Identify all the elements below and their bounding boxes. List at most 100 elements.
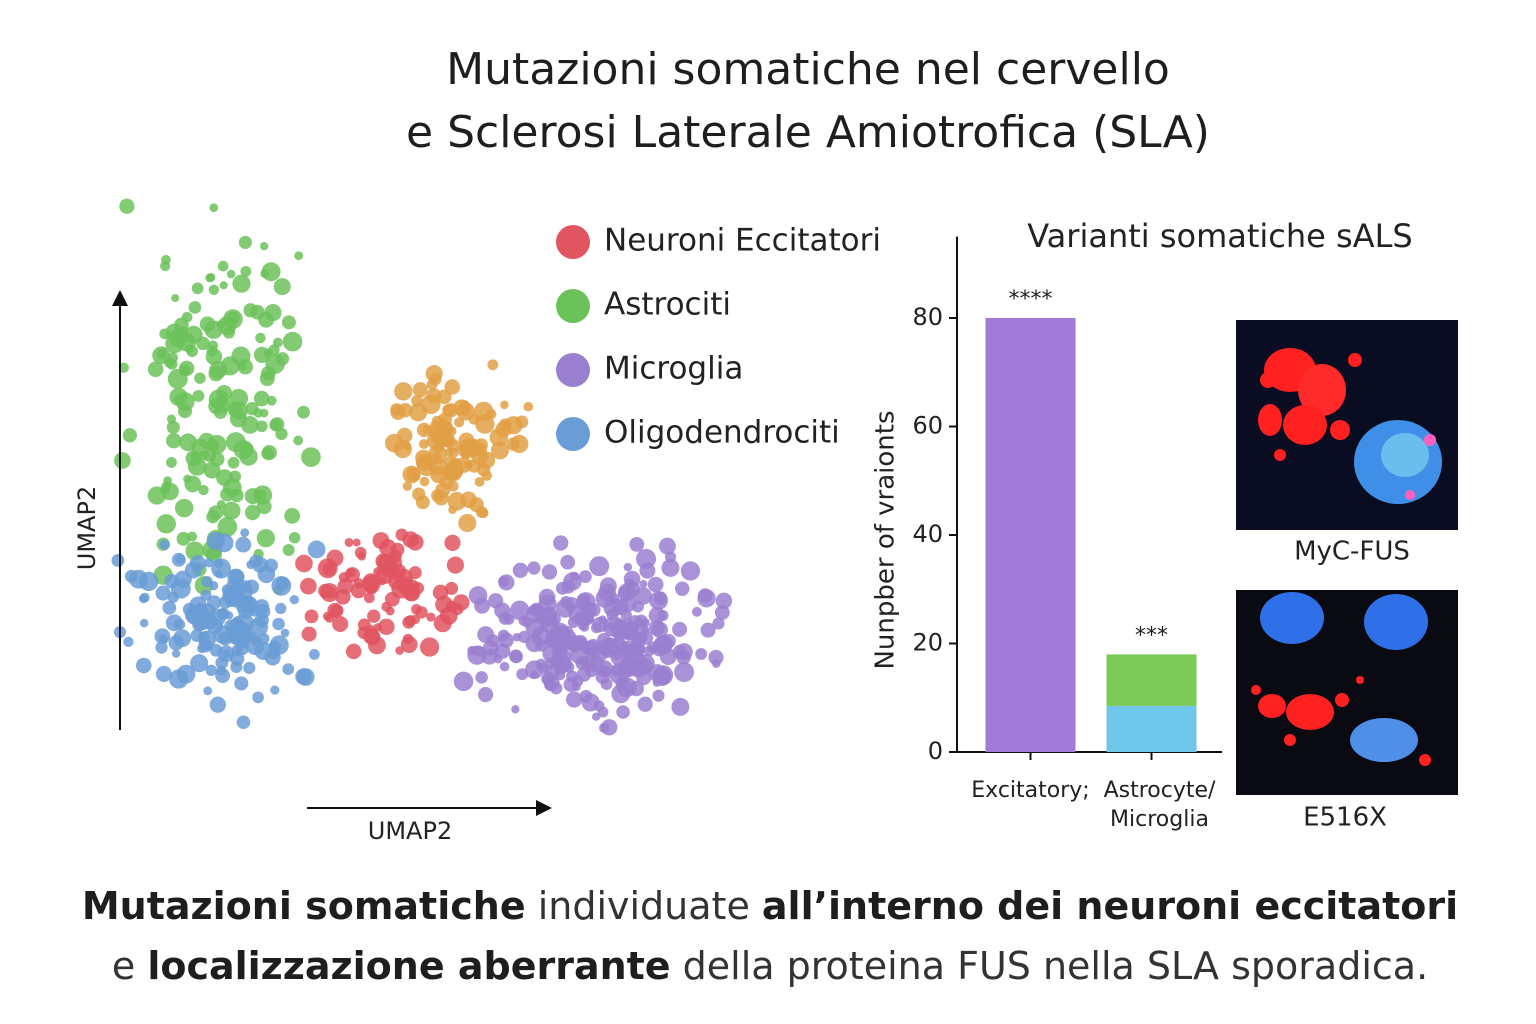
significance-label: ***	[1135, 623, 1168, 648]
umap-point	[276, 576, 290, 591]
y-tick-label: 20	[912, 629, 943, 657]
umap-point	[661, 633, 676, 649]
umap-point	[468, 586, 488, 605]
umap-point	[487, 359, 499, 371]
umap-point	[168, 635, 184, 651]
x-tick-label: Astrocyte/Microglia	[1104, 778, 1216, 832]
y-tick-label: 0	[928, 737, 943, 765]
umap-point	[184, 325, 203, 344]
umap-point	[700, 622, 716, 638]
umap-point	[672, 621, 688, 637]
caption-line: e localizzazione aberrante della protein…	[112, 944, 1428, 988]
bar-segment	[1106, 654, 1197, 706]
umap-point	[498, 574, 515, 591]
umap-point	[186, 345, 199, 358]
umap-point	[190, 629, 204, 643]
umap-point	[715, 592, 733, 609]
umap-point	[216, 384, 233, 401]
umap-point	[255, 332, 266, 344]
bar-chart: Varianti somatiche sALS 0 20 40 60 80 Nunpber …	[871, 217, 1413, 832]
umap-point	[160, 260, 171, 272]
umap-point	[206, 273, 216, 282]
umap-point	[159, 539, 170, 550]
umap-point	[147, 486, 166, 505]
umap-point	[592, 616, 608, 633]
umap-point	[335, 589, 351, 605]
umap-point	[444, 379, 461, 395]
umap-point	[711, 659, 721, 668]
caption-segment: localizzazione aberrante	[147, 944, 670, 988]
umap-point	[391, 578, 412, 599]
umap-point	[171, 294, 180, 303]
umap-point	[641, 626, 650, 635]
umap-point	[207, 595, 222, 610]
umap-point	[631, 630, 641, 641]
legend-swatch	[556, 289, 590, 323]
umap-point	[592, 712, 601, 721]
umap-point	[138, 594, 149, 604]
umap-point	[240, 265, 252, 277]
umap-point	[565, 691, 583, 708]
umap-point	[241, 416, 259, 434]
umap-point	[345, 643, 362, 660]
umap-point	[237, 359, 254, 375]
umap-point	[623, 570, 641, 588]
umap-point	[176, 664, 196, 684]
umap-point	[184, 475, 202, 493]
umap-point	[216, 665, 227, 676]
umap-point	[676, 650, 691, 665]
umap-point	[357, 552, 366, 561]
umap-point	[167, 591, 179, 603]
umap-point	[208, 581, 219, 591]
umap-point	[252, 691, 264, 704]
umap-point	[155, 641, 168, 654]
umap-point	[584, 639, 603, 658]
umap-point	[525, 618, 545, 637]
caption-segment: individuate	[526, 884, 762, 928]
umap-point	[433, 614, 452, 633]
umap-point	[155, 585, 171, 601]
umap-point	[191, 282, 204, 295]
umap-point	[197, 644, 207, 654]
umap-point	[294, 251, 304, 261]
umap-point	[284, 507, 301, 524]
umap-point	[209, 643, 223, 657]
legend-label: Astrociti	[604, 287, 731, 323]
umap-point	[192, 389, 205, 402]
umap-point	[227, 456, 240, 469]
umap-point	[649, 591, 668, 610]
umap-point	[509, 600, 530, 621]
umap-point	[453, 671, 474, 692]
umap-point	[497, 629, 510, 642]
umap-point	[651, 621, 669, 638]
umap-point	[186, 607, 205, 626]
umap-point	[549, 682, 563, 695]
umap-point	[441, 423, 454, 436]
umap-point	[171, 649, 181, 658]
x-tick-label: Excitatory;	[971, 778, 1089, 803]
umap-point	[232, 274, 251, 293]
umap-point	[541, 564, 558, 580]
legend-label: Microglia	[604, 351, 743, 387]
umap-point	[431, 488, 445, 503]
umap-point	[402, 441, 412, 451]
umap-point	[653, 665, 674, 686]
y-tick-label: 40	[912, 520, 943, 548]
umap-point	[409, 403, 428, 422]
umap-point	[647, 576, 664, 593]
umap-point	[122, 428, 137, 443]
umap-point	[661, 558, 680, 577]
umap-point	[448, 447, 459, 458]
umap-point	[647, 641, 659, 654]
umap-point	[241, 596, 257, 612]
arrow-head	[112, 290, 128, 306]
umap-point	[600, 678, 613, 691]
umap-point	[268, 344, 280, 356]
umap-point	[293, 435, 304, 446]
umap-point	[264, 558, 279, 573]
umap-point	[415, 449, 432, 467]
umap-point	[448, 462, 463, 477]
umap-point	[402, 481, 413, 491]
umap-point	[572, 675, 584, 687]
umap-point	[367, 609, 381, 623]
